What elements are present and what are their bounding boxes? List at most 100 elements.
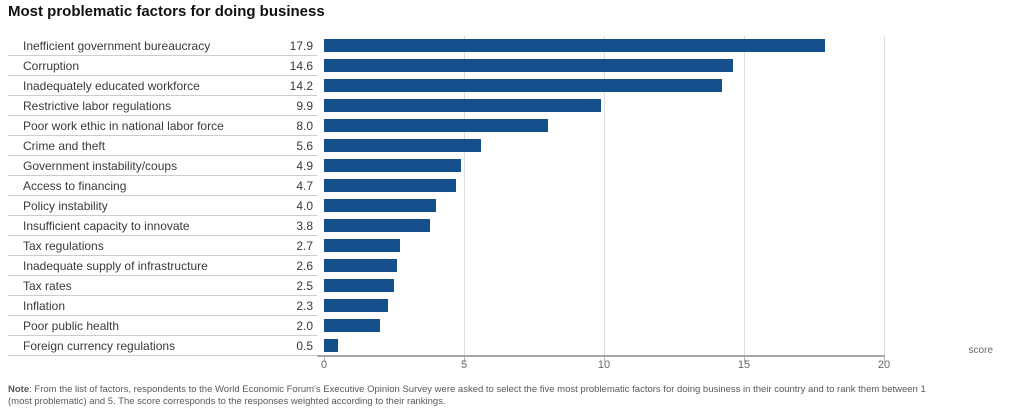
footnote-text-1: : From the list of factors, respondents …	[29, 384, 926, 395]
row-value: 4.7	[296, 178, 313, 193]
row-plot	[324, 276, 1004, 296]
row-label: Inflation	[23, 298, 66, 313]
row-plot	[324, 196, 1004, 216]
row-left: Foreign currency regulations 0.5	[8, 336, 317, 356]
row-left: Restrictive labor regulations 9.9	[8, 96, 317, 116]
row-plot	[324, 36, 1004, 56]
row-left: Poor public health 2.0	[8, 316, 317, 336]
row-label: Inadequate supply of infrastructure	[23, 258, 208, 273]
row-label: Inadequately educated workforce	[23, 78, 200, 93]
row-label: Foreign currency regulations	[23, 338, 176, 353]
tick-mark	[604, 357, 605, 362]
bar-row: Tax regulations 2.7	[8, 236, 1004, 256]
row-plot	[324, 176, 1004, 196]
tick-label: 20	[877, 359, 891, 371]
row-plot	[324, 116, 1004, 136]
row-left: Inadequately educated workforce 14.2	[8, 76, 317, 96]
gridline	[884, 36, 885, 355]
row-plot	[324, 296, 1004, 316]
row-value: 4.9	[296, 158, 313, 173]
gridline	[464, 36, 465, 355]
bar-row: Poor public health 2.0	[8, 316, 1004, 336]
gridline	[744, 36, 745, 355]
row-left: Poor work ethic in national labor force …	[8, 116, 317, 136]
bar-chart: Inefficient government bureaucracy 17.9 …	[8, 36, 1004, 381]
row-label: Poor work ethic in national labor force	[23, 118, 224, 133]
row-left: Inefficient government bureaucracy 17.9	[8, 36, 317, 56]
row-label: Government instability/coups	[23, 158, 178, 173]
bar	[324, 59, 733, 72]
row-label: Inefficient government bureaucracy	[23, 38, 211, 53]
tick-label: 5	[460, 359, 468, 371]
footnote: Note: From the list of factors, responde…	[8, 384, 958, 408]
axis-unit-label: score	[968, 345, 993, 356]
row-value: 2.0	[296, 318, 313, 333]
row-label: Insufficient capacity to innovate	[23, 218, 190, 233]
row-left: Government instability/coups 4.9	[8, 156, 317, 176]
bar-row: Tax rates 2.5	[8, 276, 1004, 296]
row-left: Inflation 2.3	[8, 296, 317, 316]
row-plot	[324, 96, 1004, 116]
bar-row: Inefficient government bureaucracy 17.9	[8, 36, 1004, 56]
bar-row: Corruption 14.6	[8, 56, 1004, 76]
row-label: Tax regulations	[23, 238, 104, 253]
bar	[324, 219, 431, 232]
row-label: Poor public health	[23, 318, 120, 333]
bar	[324, 79, 722, 92]
row-label: Restrictive labor regulations	[23, 98, 172, 113]
bar	[324, 299, 389, 312]
row-left: Crime and theft 5.6	[8, 136, 317, 156]
row-value: 9.9	[296, 98, 313, 113]
row-value: 2.3	[296, 298, 313, 313]
bar-row: Crime and theft 5.6	[8, 136, 1004, 156]
row-plot	[324, 336, 1004, 356]
footnote-line-1: Note: From the list of factors, responde…	[8, 384, 958, 396]
grid-overlay	[324, 36, 885, 355]
bar-row: Restrictive labor regulations 9.9	[8, 96, 1004, 116]
row-left: Policy instability 4.0	[8, 196, 317, 216]
row-left: Insufficient capacity to innovate 3.8	[8, 216, 317, 236]
bar	[324, 179, 456, 192]
row-value: 14.6	[289, 58, 313, 73]
row-left: Tax regulations 2.7	[8, 236, 317, 256]
row-value: 5.6	[296, 138, 313, 153]
bar-row: Access to financing 4.7	[8, 176, 1004, 196]
footnote-text-2: (most problematic) and 5. The score corr…	[8, 396, 446, 407]
tick-label: 15	[737, 359, 751, 371]
bar	[324, 319, 380, 332]
bar-row: Foreign currency regulations 0.5	[8, 336, 1004, 356]
row-left: Inadequate supply of infrastructure 2.6	[8, 256, 317, 276]
row-value: 2.6	[296, 258, 313, 273]
row-label: Corruption	[23, 58, 80, 73]
bar	[324, 39, 826, 52]
chart-title: Most problematic factors for doing busin…	[8, 3, 325, 20]
row-plot	[324, 316, 1004, 336]
row-value: 8.0	[296, 118, 313, 133]
bar-rows: Inefficient government bureaucracy 17.9 …	[8, 36, 1004, 356]
row-left: Access to financing 4.7	[8, 176, 317, 196]
bar	[324, 99, 602, 112]
row-value: 0.5	[296, 338, 313, 353]
gridline	[604, 36, 605, 355]
row-label: Tax rates	[23, 278, 72, 293]
bar	[324, 239, 400, 252]
row-plot	[324, 156, 1004, 176]
row-plot	[324, 76, 1004, 96]
bar-row: Inadequate supply of infrastructure 2.6	[8, 256, 1004, 276]
bar-row: Inflation 2.3	[8, 296, 1004, 316]
tick-label: 10	[597, 359, 611, 371]
row-value: 2.5	[296, 278, 313, 293]
row-label: Crime and theft	[23, 138, 106, 153]
footnote-note-label: Note	[8, 384, 30, 395]
row-plot	[324, 256, 1004, 276]
bar	[324, 339, 338, 352]
row-value: 4.0	[296, 198, 313, 213]
bar	[324, 159, 462, 172]
bar-row: Poor work ethic in national labor force …	[8, 116, 1004, 136]
row-plot	[324, 236, 1004, 256]
row-value: 14.2	[289, 78, 313, 93]
row-label: Policy instability	[23, 198, 108, 213]
bar	[324, 139, 481, 152]
row-left: Corruption 14.6	[8, 56, 317, 76]
